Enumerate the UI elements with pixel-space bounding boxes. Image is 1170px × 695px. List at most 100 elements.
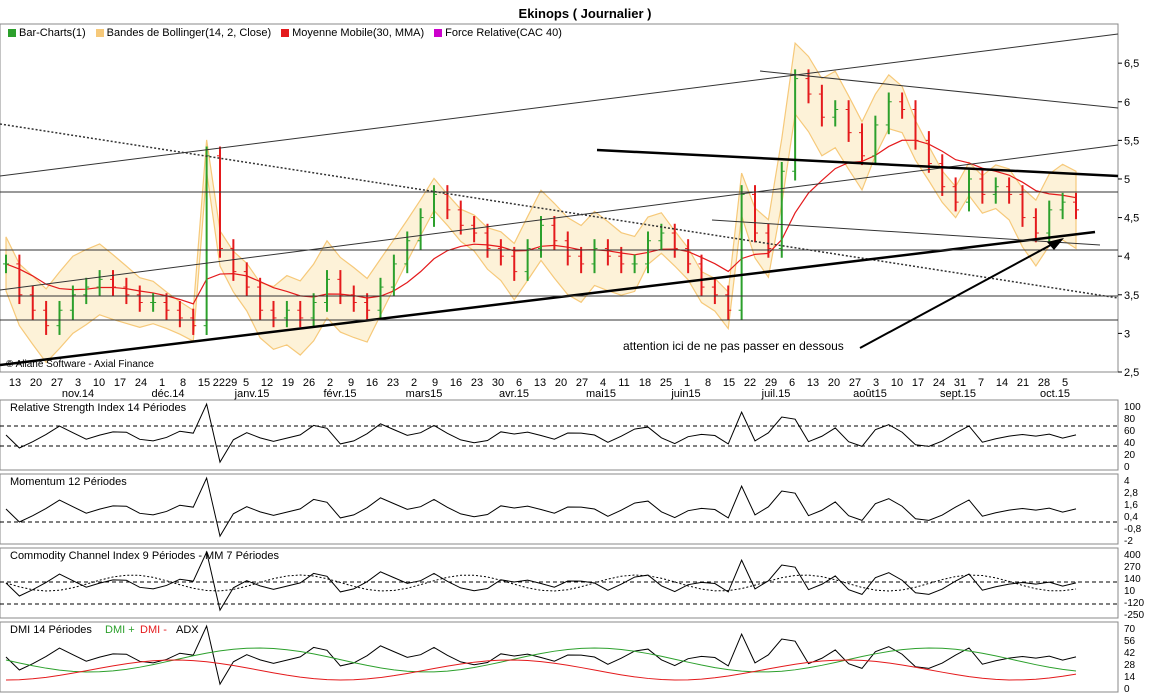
day-tick-label: 31 xyxy=(954,377,966,389)
day-tick-label: 23 xyxy=(471,377,483,389)
day-tick-label: 20 xyxy=(555,377,567,389)
price-tick-label: 5 xyxy=(1124,174,1130,186)
day-tick-label: 8 xyxy=(180,377,186,389)
month-label: sept.15 xyxy=(940,388,976,400)
day-tick-label: 10 xyxy=(891,377,903,389)
month-label: févr.15 xyxy=(323,388,356,400)
day-tick-label: 11 xyxy=(618,377,629,389)
annotation-text: attention ici de ne pas passer en dessou… xyxy=(623,339,844,353)
day-tick-label: 4 xyxy=(600,377,606,389)
day-tick-label: 9 xyxy=(432,377,438,389)
month-label: mars15 xyxy=(406,388,443,400)
cci-axis-label: 10 xyxy=(1124,586,1136,597)
day-tick-label: 30 xyxy=(492,377,504,389)
day-tick-label: 25 xyxy=(660,377,672,389)
month-label: déc.14 xyxy=(151,388,184,400)
day-tick-label: 15 xyxy=(723,377,735,389)
day-tick-label: 22 xyxy=(744,377,756,389)
copyright: © Aliane Software - Axial Finance xyxy=(6,359,154,370)
rsi-panel-frame xyxy=(0,399,1119,471)
legend-item: Bandes de Bollinger(14, 2, Close) xyxy=(95,27,272,39)
price-tick-label: 4 xyxy=(1124,251,1130,263)
bollinger-band xyxy=(5,41,1077,364)
day-tick-label: 19 xyxy=(282,377,294,389)
dmi-panel-frame xyxy=(0,621,1119,693)
legend-swatch xyxy=(8,29,16,37)
chart-legend: Bar-Charts(1) Bandes de Bollinger(14, 2, … xyxy=(8,27,562,39)
trendline-lower-right xyxy=(711,219,1101,246)
day-tick-label: 23 xyxy=(387,377,399,389)
price-tick-label: 2,5 xyxy=(1124,367,1139,379)
month-label: juil.15 xyxy=(761,388,791,400)
legend-swatch xyxy=(95,29,104,37)
day-tick-label: 21 xyxy=(1017,377,1029,389)
day-tick-label: 5 xyxy=(243,377,249,389)
rsi-axis-label: 100 xyxy=(1124,402,1141,413)
day-tick-label: 9 xyxy=(348,377,354,389)
trendline-top-right xyxy=(759,70,1119,109)
day-tick-label: 29 xyxy=(765,377,777,389)
month-label: nov.14 xyxy=(62,388,94,400)
momentum-axis-label: 4 xyxy=(1124,476,1130,487)
cci-line xyxy=(5,550,1077,612)
day-tick-label: 20 xyxy=(828,377,840,389)
day-tick-label: 15 xyxy=(198,377,210,389)
day-tick-label: 2 xyxy=(411,377,417,389)
legend-item: Moyenne Mobile(30, MMA) xyxy=(281,27,424,39)
cci-label: Commodity Channel Index 9 Périodes - MM … xyxy=(10,550,280,562)
rsi-line xyxy=(5,402,1077,464)
momentum-axis-label: 1,6 xyxy=(1124,500,1138,511)
day-tick-label: 26 xyxy=(303,377,315,389)
price-tick-label: 4,5 xyxy=(1124,213,1139,225)
rsi-axis-label: 40 xyxy=(1124,438,1136,449)
momentum-label: Momentum 12 Périodes xyxy=(10,476,127,488)
legend-label: Bandes de Bollinger(14, 2, Close) xyxy=(106,27,272,39)
rsi-axis-label: 60 xyxy=(1124,426,1136,437)
price-tick-label: 5,5 xyxy=(1124,135,1139,147)
day-tick-label: 27 xyxy=(849,377,861,389)
day-tick-label: 8 xyxy=(705,377,711,389)
day-tick-label: 14 xyxy=(996,377,1008,389)
legend-item: Bar-Charts(1) xyxy=(8,27,86,39)
momentum-axis-label: 0,4 xyxy=(1124,512,1138,523)
annotation-arrow xyxy=(859,239,1061,349)
rsi-axis-label: 0 xyxy=(1124,462,1130,473)
day-tick-label: 2 xyxy=(327,377,333,389)
dmi-axis-label: 42 xyxy=(1124,648,1136,659)
momentum-axis-label: -0,8 xyxy=(1124,524,1142,535)
momentum-panel-frame xyxy=(0,473,1119,545)
day-tick-label: 1 xyxy=(159,377,165,389)
price-tick-label: 3 xyxy=(1124,328,1130,340)
month-label: mai15 xyxy=(586,388,616,400)
month-label: janv.15 xyxy=(234,388,270,400)
main-frame xyxy=(0,23,1119,373)
day-tick-label: 7 xyxy=(978,377,984,389)
trendline-middle-channel xyxy=(0,144,1119,291)
day-tick-label: 6 xyxy=(789,377,795,389)
day-tick-label: 24 xyxy=(135,377,147,389)
rsi-axis-label: 20 xyxy=(1124,450,1136,461)
legend-swatch xyxy=(434,29,443,37)
cci-axis-label: -250 xyxy=(1124,610,1144,621)
month-label: avr.15 xyxy=(499,388,529,400)
cci-axis-label: -120 xyxy=(1124,598,1144,609)
trendline-resistance xyxy=(596,148,1119,178)
legend-item: Force Relative(CAC 40) xyxy=(434,27,562,39)
dmi-axis-label: 56 xyxy=(1124,636,1136,647)
month-label: oct.15 xyxy=(1040,388,1070,400)
chart-title: Ekinops ( Journalier ) xyxy=(518,6,652,21)
momentum-axis-label: 2,8 xyxy=(1124,488,1138,499)
cci-panel-frame xyxy=(0,547,1119,619)
legend-label: Moyenne Mobile(30, MMA) xyxy=(292,27,425,39)
day-tick-label: 20 xyxy=(30,377,42,389)
trendline-support xyxy=(0,230,1096,367)
momentum-axis-label: -2 xyxy=(1124,536,1133,547)
day-tick-label: 3 xyxy=(75,377,81,389)
day-tick-label: 24 xyxy=(933,377,945,389)
day-tick-label: 3 xyxy=(873,377,879,389)
day-tick-label: 5 xyxy=(1062,377,1068,389)
dmi-line xyxy=(5,624,1077,686)
trendline-upper-channel xyxy=(0,33,1119,177)
cci-signal-line xyxy=(5,574,1077,592)
